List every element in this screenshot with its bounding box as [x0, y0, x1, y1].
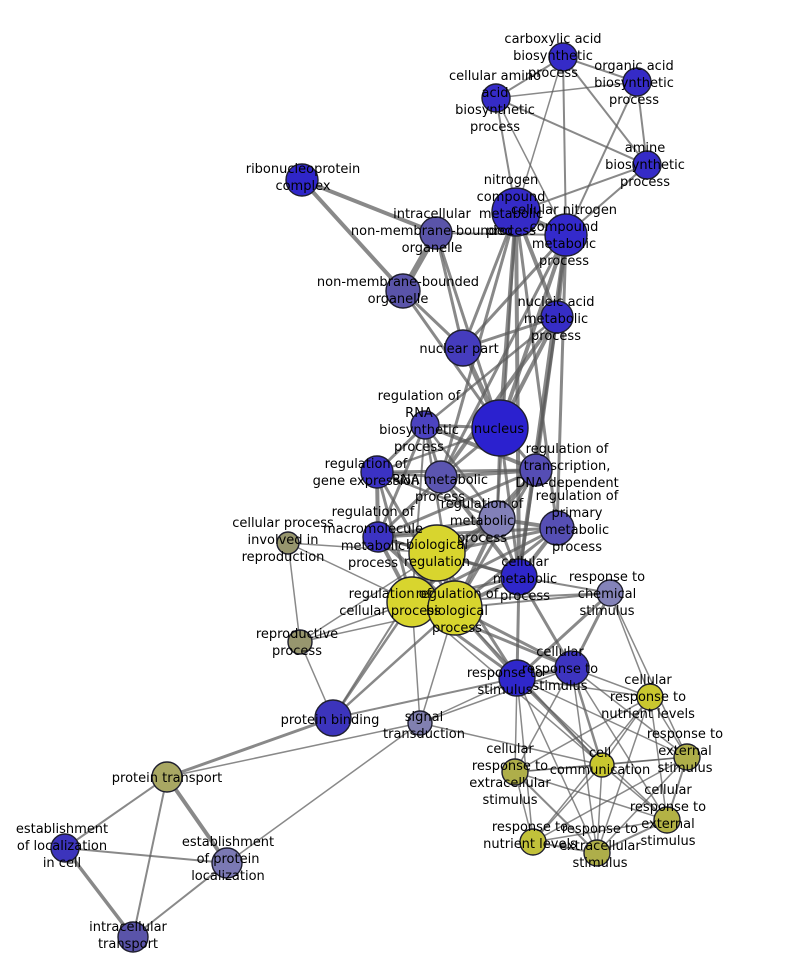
network-edge: [423, 315, 559, 427]
network-edge: [516, 677, 668, 821]
network-edge: [439, 315, 559, 479]
network-edge: [376, 526, 559, 539]
network-edge: [555, 233, 568, 530]
node-regulation-of-rna-biosynthetic-process[interactable]: [410, 410, 440, 440]
node-regulation-of-metabolic-process[interactable]: [478, 500, 516, 538]
network-edge: [498, 233, 568, 430]
network-edge: [515, 676, 604, 767]
network-edge: [63, 846, 135, 939]
network-edge: [562, 56, 648, 166]
node-response-to-nutrient-levels[interactable]: [519, 828, 547, 856]
network-edge: [132, 776, 168, 938]
node-carboxylic-acid-biosynthetic-process[interactable]: [548, 42, 578, 72]
network-edge: [649, 696, 668, 821]
node-response-to-extracellular-stimulus[interactable]: [583, 839, 611, 867]
network-edge: [562, 56, 567, 236]
network-edge: [596, 756, 688, 854]
network-edge: [332, 677, 518, 719]
node-regulation-of-primary-metabolic-process[interactable]: [539, 510, 575, 546]
network-edge: [514, 771, 598, 854]
node-cellular-response-to-extracellular-stimulus[interactable]: [501, 758, 529, 786]
node-establishment-of-localization-in-cell[interactable]: [50, 833, 80, 863]
network-edge: [461, 233, 568, 350]
network-edge: [300, 178, 405, 293]
node-nitrogen-compound-metabolic-process[interactable]: [491, 187, 541, 237]
network-edge: [601, 764, 668, 821]
network-edge: [609, 592, 651, 698]
network-edge: [609, 592, 688, 758]
node-biological-regulation[interactable]: [408, 524, 466, 582]
network-edge: [514, 667, 573, 773]
network-edge: [165, 775, 229, 865]
network-edge: [514, 696, 651, 773]
network-edge: [64, 776, 168, 849]
node-regulation-of-macromolecule-metabolic-process[interactable]: [362, 521, 394, 553]
network-edge: [132, 862, 228, 938]
node-cellular-nitrogen-compound-metabolic-process[interactable]: [544, 213, 588, 257]
network-edge: [287, 542, 301, 643]
node-cellular-amino-acid-biosynthetic-process[interactable]: [481, 83, 511, 113]
node-regulation-of-transcription-dna-dependent[interactable]: [519, 453, 553, 487]
network-edge: [532, 756, 688, 843]
network-edge: [514, 771, 668, 821]
node-amine-biosynthetic-process[interactable]: [632, 150, 662, 180]
network-edge: [571, 667, 688, 758]
node-cellular-response-to-nutrient-levels[interactable]: [636, 683, 664, 711]
network-edge: [532, 764, 603, 843]
network-edge: [516, 677, 598, 854]
node-cell-communication[interactable]: [589, 752, 615, 778]
node-ribonucleoprotein-complex[interactable]: [285, 163, 319, 197]
node-protein-binding[interactable]: [314, 699, 352, 737]
network-edge: [495, 81, 638, 99]
network-edge: [601, 756, 688, 766]
node-response-to-stimulus[interactable]: [498, 659, 536, 697]
node-nucleus[interactable]: [471, 399, 529, 457]
network-edge: [300, 178, 438, 235]
node-regulation-of-biological-process[interactable]: [427, 580, 483, 636]
node-cellular-response-to-stimulus[interactable]: [554, 650, 590, 686]
node-nucleic-acid-metabolic-process[interactable]: [540, 300, 574, 334]
node-organic-acid-biosynthetic-process[interactable]: [622, 67, 652, 97]
node-intracellular-non-membrane-bounded-organelle[interactable]: [419, 216, 453, 250]
node-non-membrane-bounded-organelle[interactable]: [385, 273, 421, 309]
network-edge: [565, 81, 638, 236]
network-edge: [226, 722, 421, 864]
node-response-to-external-stimulus[interactable]: [673, 743, 701, 771]
node-rna-metabolic-process[interactable]: [424, 460, 458, 494]
network-edge: [495, 210, 518, 521]
network-edge: [515, 56, 564, 213]
node-protein-transport[interactable]: [151, 761, 183, 793]
node-cellular-response-to-external-stimulus[interactable]: [653, 806, 681, 834]
network-edge: [419, 722, 603, 766]
node-intracellular-transport[interactable]: [117, 921, 149, 953]
network-edge: [165, 716, 335, 779]
network-edge: [516, 677, 688, 758]
network-edge: [516, 677, 534, 843]
network-edge: [439, 233, 568, 479]
network-edge: [434, 231, 465, 350]
node-signal-transduction[interactable]: [407, 710, 433, 736]
node-establishment-of-protein-localization[interactable]: [211, 847, 243, 879]
network-edge: [532, 819, 668, 843]
network-edge: [495, 97, 648, 166]
node-reproductive-process[interactable]: [287, 629, 313, 655]
node-response-to-chemical-stimulus[interactable]: [596, 579, 624, 607]
node-cellular-metabolic-process[interactable]: [500, 558, 538, 596]
network-edge: [495, 97, 567, 236]
network-edge: [166, 722, 421, 778]
network-edge: [376, 468, 538, 539]
node-regulation-of-gene-expression[interactable]: [360, 455, 394, 489]
network-edge: [596, 696, 651, 854]
network-edge: [601, 696, 651, 766]
network-edge: [64, 847, 228, 864]
network-edge: [515, 591, 612, 680]
node-cellular-process-involved-in-reproduction[interactable]: [276, 531, 300, 555]
network-edge: [375, 470, 499, 521]
network-edge: [596, 764, 603, 854]
network-edge: [419, 667, 573, 724]
node-nuclear-part[interactable]: [444, 329, 482, 367]
